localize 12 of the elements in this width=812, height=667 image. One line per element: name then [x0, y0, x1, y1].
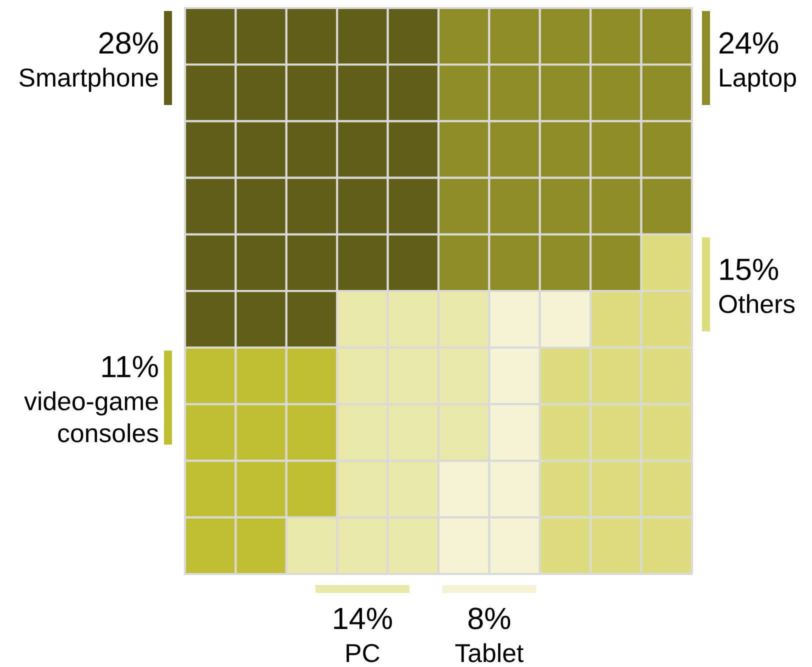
data-label: 14%: [334, 608, 392, 630]
category-label: video-game consoles: [24, 391, 158, 442]
category-label: PC: [346, 644, 380, 662]
data-label: 11%: [102, 356, 158, 378]
category-label: Others: [719, 294, 795, 314]
data-label: 15%: [720, 258, 778, 280]
data-label: 24%: [720, 32, 778, 54]
category-label: Laptop: [720, 68, 796, 92]
category-label: Tablet: [455, 643, 524, 662]
category-label: Smartphone: [19, 68, 158, 92]
data-label: 28%: [99, 32, 158, 54]
data-label: 8%: [468, 608, 510, 630]
